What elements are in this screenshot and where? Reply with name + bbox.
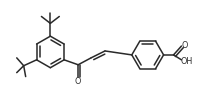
- Text: O: O: [180, 41, 187, 50]
- Text: O: O: [75, 77, 81, 86]
- Text: OH: OH: [180, 57, 192, 66]
